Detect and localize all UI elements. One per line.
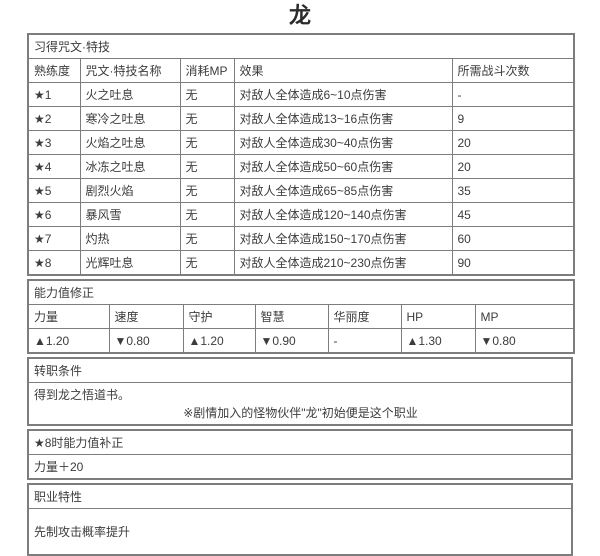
skill-name: 火焰之吐息 (79, 130, 181, 155)
skills-section-title: 习得咒文·特技 (27, 33, 575, 59)
stats-header-row: 力量 速度 守护 智慧 华丽度 HP MP (27, 304, 575, 329)
col-header-strength: 力量 (27, 304, 110, 329)
star8-section-title: ★8时能力值补正 (27, 429, 573, 455)
skill-effect: 对敌人全体造成30~40点伤害 (233, 130, 453, 155)
job-change-note: ※剧情加入的怪物伙伴"龙"初始便是这个职业 (183, 406, 418, 420)
stat-value-strength: ▲1.20 (27, 328, 110, 354)
skill-battles-required: 35 (451, 178, 575, 203)
skill-mp-cost: 无 (179, 106, 235, 131)
skill-proficiency: ★2 (27, 106, 81, 131)
job-trait-table: 职业特性 先制攻击概率提升 (27, 483, 573, 556)
skill-mp-cost: 无 (179, 130, 235, 155)
stat-value-style: - (327, 328, 402, 354)
star8-title-row: ★8时能力值补正 (27, 429, 573, 455)
skills-section-title-row: 习得咒文·特技 (27, 33, 575, 59)
stat-value-defense: ▲1.20 (182, 328, 256, 354)
job-change-title-row: 转职条件 (27, 357, 573, 383)
stats-section-title-row: 能力值修正 (27, 279, 575, 305)
col-header-speed: 速度 (108, 304, 184, 329)
star8-bonus-table: ★8时能力值补正 力量＋20 (27, 429, 573, 480)
col-header-skill-name: 咒文·特技名称 (79, 58, 181, 83)
skill-row: ★1 火之吐息 无 对敌人全体造成6~10点伤害 - (27, 82, 575, 107)
stat-value-speed: ▼0.80 (108, 328, 184, 354)
skill-mp-cost: 无 (179, 154, 235, 179)
stat-value-hp: ▲1.30 (400, 328, 476, 354)
skill-proficiency: ★3 (27, 130, 81, 155)
skill-name: 剧烈火焰 (79, 178, 181, 203)
skill-row: ★7 灼热 无 对敌人全体造成150~170点伤害 60 (27, 226, 575, 251)
skill-effect: 对敌人全体造成13~16点伤害 (233, 106, 453, 131)
job-change-requirement: 得到龙之悟道书。 (34, 388, 131, 402)
skill-battles-required: 90 (451, 250, 575, 276)
skill-row: ★3 火焰之吐息 无 对敌人全体造成30~40点伤害 20 (27, 130, 575, 155)
skills-header-row: 熟练度 咒文·特技名称 消耗MP 效果 所需战斗次数 (27, 58, 575, 83)
skill-proficiency: ★7 (27, 226, 81, 251)
skill-name: 灼热 (79, 226, 181, 251)
skill-row: ★5 剧烈火焰 无 对敌人全体造成65~85点伤害 35 (27, 178, 575, 203)
skill-name: 光辉吐息 (79, 250, 181, 276)
skill-proficiency: ★4 (27, 154, 81, 179)
skill-battles-required: - (451, 82, 575, 107)
skill-effect: 对敌人全体造成65~85点伤害 (233, 178, 453, 203)
skill-battles-required: 9 (451, 106, 575, 131)
skill-proficiency: ★1 (27, 82, 81, 107)
skill-mp-cost: 无 (179, 250, 235, 276)
skill-battles-required: 60 (451, 226, 575, 251)
skill-battles-required: 45 (451, 202, 575, 227)
skill-mp-cost: 无 (179, 82, 235, 107)
skill-battles-required: 20 (451, 154, 575, 179)
col-header-mp-cost: 消耗MP (179, 58, 235, 83)
skill-effect: 对敌人全体造成6~10点伤害 (233, 82, 453, 107)
skill-proficiency: ★8 (27, 250, 81, 276)
page-title: 龙 (288, 3, 311, 28)
stat-modifiers-table: 能力值修正 力量 速度 守护 智慧 华丽度 HP MP ▲1.20 ▼0.80 … (27, 279, 576, 354)
col-header-mp: MP (474, 304, 575, 329)
skill-effect: 对敌人全体造成120~140点伤害 (233, 202, 453, 227)
col-header-hp: HP (400, 304, 476, 329)
col-header-proficiency: 熟练度 (27, 58, 81, 83)
stats-values-row: ▲1.20 ▼0.80 ▲1.20 ▼0.90 - ▲1.30 ▼0.80 (27, 328, 575, 354)
content-area: 习得咒文·特技 熟练度 咒文·特技名称 消耗MP 效果 所需战斗次数 ★1 火之… (27, 33, 576, 556)
skill-row: ★4 冰冻之吐息 无 对敌人全体造成50~60点伤害 20 (27, 154, 575, 179)
skill-mp-cost: 无 (179, 226, 235, 251)
skill-name: 冰冻之吐息 (79, 154, 181, 179)
skill-mp-cost: 无 (179, 178, 235, 203)
job-change-content: 得到龙之悟道书。 ※剧情加入的怪物伙伴"龙"初始便是这个职业 (27, 382, 573, 426)
job-trait-title-row: 职业特性 (27, 483, 573, 509)
skill-name: 火之吐息 (79, 82, 181, 107)
job-trait-value-row: 先制攻击概率提升 (27, 508, 573, 555)
stat-value-mp: ▼0.80 (474, 328, 575, 354)
col-header-effect: 效果 (233, 58, 453, 83)
skill-proficiency: ★6 (27, 202, 81, 227)
skill-row: ★8 光辉吐息 无 对敌人全体造成210~230点伤害 90 (27, 250, 575, 276)
job-trait-section-title: 职业特性 (27, 483, 573, 509)
job-change-content-row: 得到龙之悟道书。 ※剧情加入的怪物伙伴"龙"初始便是这个职业 (27, 382, 573, 426)
job-trait-value: 先制攻击概率提升 (27, 508, 573, 555)
skill-effect: 对敌人全体造成150~170点伤害 (233, 226, 453, 251)
skills-table: 习得咒文·特技 熟练度 咒文·特技名称 消耗MP 效果 所需战斗次数 ★1 火之… (27, 33, 576, 276)
job-change-section-title: 转职条件 (27, 357, 573, 383)
skill-row: ★6 暴风雪 无 对敌人全体造成120~140点伤害 45 (27, 202, 575, 227)
skill-battles-required: 20 (451, 130, 575, 155)
col-header-style: 华丽度 (327, 304, 402, 329)
skill-name: 暴风雪 (79, 202, 181, 227)
star8-bonus-value: 力量＋20 (27, 454, 573, 480)
skill-effect: 对敌人全体造成50~60点伤害 (233, 154, 453, 179)
skill-mp-cost: 无 (179, 202, 235, 227)
stats-section-title: 能力值修正 (27, 279, 575, 305)
stat-value-wisdom: ▼0.90 (254, 328, 329, 354)
skill-effect: 对敌人全体造成210~230点伤害 (233, 250, 453, 276)
skill-proficiency: ★5 (27, 178, 81, 203)
col-header-wisdom: 智慧 (254, 304, 329, 329)
skill-name: 寒冷之吐息 (79, 106, 181, 131)
skill-row: ★2 寒冷之吐息 无 对敌人全体造成13~16点伤害 9 (27, 106, 575, 131)
job-change-table: 转职条件 得到龙之悟道书。 ※剧情加入的怪物伙伴"龙"初始便是这个职业 (27, 357, 573, 426)
col-header-defense: 守护 (182, 304, 256, 329)
star8-value-row: 力量＋20 (27, 454, 573, 480)
col-header-battles-required: 所需战斗次数 (451, 58, 575, 83)
